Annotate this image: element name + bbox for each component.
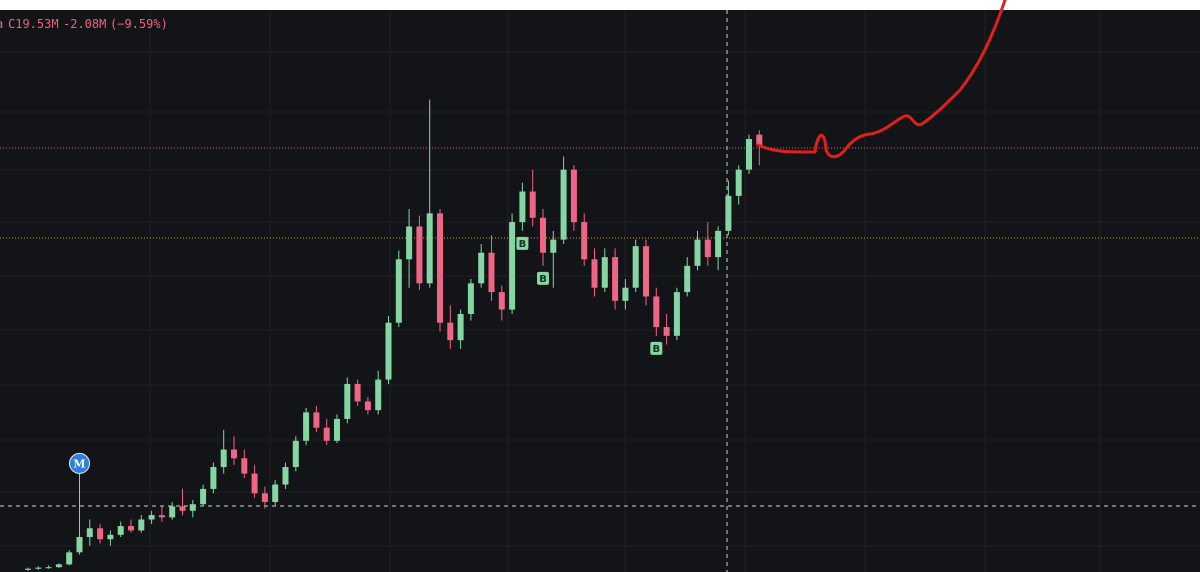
candle-body (282, 467, 289, 485)
candle-body (746, 139, 752, 170)
candle-body (292, 440, 299, 468)
candle-body (179, 506, 186, 511)
candle-body (673, 292, 680, 336)
marker-badge (650, 341, 663, 355)
candle-body (107, 534, 114, 540)
candle-body (148, 515, 155, 520)
candle-body (426, 213, 433, 284)
candle-body (601, 257, 608, 288)
candle-body (488, 252, 495, 293)
candle-body (25, 568, 31, 570)
candle-body (632, 246, 639, 288)
candle-body (550, 239, 557, 253)
candle-body (323, 427, 330, 441)
candle-body (313, 412, 320, 428)
candle-body (540, 217, 546, 253)
candle-body (354, 383, 361, 402)
header-change-pct: (−9.59%) (110, 17, 168, 31)
candle-body (66, 552, 73, 565)
candle-body (725, 195, 732, 231)
candle-body (756, 134, 763, 145)
header-close: C19.53M (8, 17, 59, 31)
candles (25, 99, 763, 571)
candle-body (169, 506, 176, 518)
grid (0, 10, 1200, 572)
candle-body (86, 528, 93, 538)
candle-body (138, 519, 145, 531)
candle-body (447, 322, 454, 341)
candle-body (334, 418, 340, 441)
header-change: -2.08M (63, 17, 106, 31)
candle-body (457, 313, 464, 341)
candle-body (97, 528, 104, 540)
candle-body (200, 488, 207, 505)
candle-body (375, 379, 382, 411)
candle-body (261, 493, 268, 503)
candle-body (158, 515, 165, 518)
candle-body (241, 458, 248, 474)
candle-body (406, 226, 413, 260)
candle-body (643, 246, 649, 297)
candle-body (128, 526, 134, 531)
candle-body (622, 287, 629, 301)
candle-body (251, 473, 258, 494)
candle-body (76, 537, 83, 553)
marker-label: B (652, 344, 660, 355)
candle-body (395, 259, 402, 323)
candle-body (45, 567, 52, 569)
candle-body (55, 564, 62, 568)
candle-body (220, 449, 227, 468)
candle-body (570, 169, 577, 223)
candle-body (231, 449, 237, 459)
candle-body (189, 504, 196, 511)
drawn-annotation (756, 0, 1007, 159)
marker-badge (69, 452, 90, 474)
marker-label: M (73, 457, 85, 470)
candle-body (715, 230, 722, 258)
marker-badge (516, 236, 529, 250)
candle-body (519, 191, 526, 223)
candle-body (509, 222, 516, 310)
candle-body (612, 257, 619, 301)
candle-body (210, 467, 217, 489)
candle-body (704, 239, 711, 258)
candle-body (653, 296, 660, 328)
candle-body (272, 484, 279, 503)
candle-body (364, 401, 371, 411)
candle-body (684, 265, 691, 293)
candle-body (344, 383, 351, 419)
candle-body (303, 412, 310, 441)
marker-label: B (519, 239, 527, 250)
candle-body (694, 239, 701, 266)
candle-body (385, 322, 392, 380)
candle-body (467, 283, 474, 314)
candle-body (663, 327, 670, 336)
candle-body (581, 222, 588, 260)
candle-body (560, 169, 567, 240)
candle-body (117, 526, 124, 535)
marker-badge (537, 271, 549, 285)
candle-body (735, 169, 742, 196)
candle-body (416, 226, 423, 284)
markers: M B B B (69, 236, 663, 474)
candle-body (498, 292, 505, 310)
candle-body (478, 252, 485, 284)
marker-label: B (539, 274, 547, 285)
top-strip (0, 0, 1200, 10)
candle-body (35, 567, 42, 569)
candle-body (529, 191, 536, 218)
candle-body (437, 213, 443, 323)
candle-body (591, 259, 598, 288)
header-cutoff: a (0, 17, 3, 31)
